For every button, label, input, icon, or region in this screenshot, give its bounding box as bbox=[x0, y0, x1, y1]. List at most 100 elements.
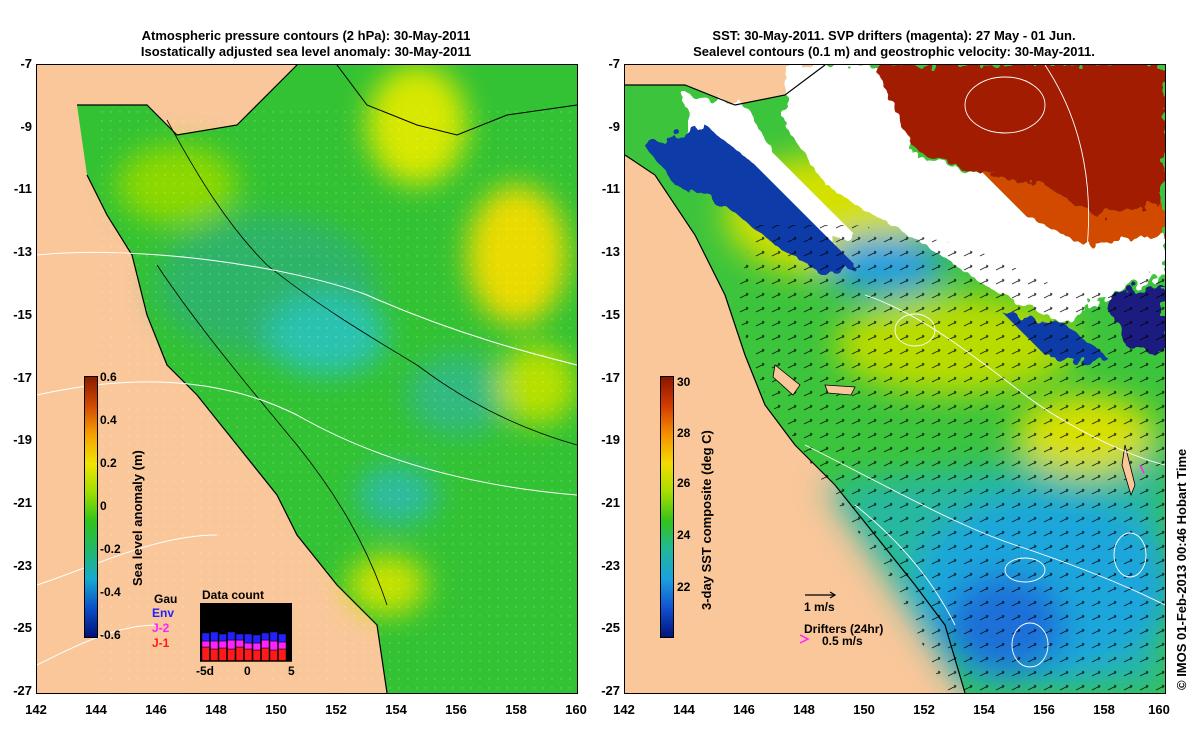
colorbar-tick: 0.2 bbox=[100, 456, 117, 470]
data-count-bar bbox=[235, 639, 244, 648]
data-count-bar bbox=[252, 642, 261, 651]
data-count-bar bbox=[218, 647, 227, 662]
left-title-line2: Isostatically adjusted sea level anomaly… bbox=[140, 44, 472, 59]
sst-map bbox=[625, 65, 1165, 693]
colorbar-tick: 30 bbox=[677, 375, 691, 389]
data-count-bar bbox=[269, 640, 278, 651]
legend-j1: J-1 bbox=[152, 636, 170, 650]
y-tick: -23 bbox=[601, 558, 620, 573]
velocity-scale-label: 1 m/s bbox=[804, 600, 835, 614]
y-tick: -17 bbox=[601, 370, 620, 385]
data-count-bar bbox=[210, 640, 219, 650]
data-count-x-label: -5d bbox=[196, 664, 214, 678]
y-tick: -9 bbox=[608, 119, 620, 134]
x-tick: 146 bbox=[145, 702, 167, 717]
x-tick: 154 bbox=[385, 702, 407, 717]
data-count-x-label: 0 bbox=[244, 664, 251, 678]
legend-env: Env bbox=[152, 606, 175, 620]
right-title-line1: SST: 30-May-2011. SVP drifters (magenta)… bbox=[712, 28, 1076, 43]
png-coast bbox=[336, 65, 577, 136]
y-tick: -7 bbox=[20, 56, 32, 71]
x-tick: 150 bbox=[265, 702, 287, 717]
colorbar-tick: 24 bbox=[677, 528, 691, 542]
data-count-bar bbox=[244, 642, 253, 650]
x-tick: 142 bbox=[613, 702, 635, 717]
data-count-bar bbox=[278, 633, 287, 643]
sea-level-colorbar-label: Sea level anomaly (m) bbox=[130, 450, 145, 586]
x-tick: 154 bbox=[973, 702, 995, 717]
data-count-bar bbox=[235, 633, 244, 641]
y-tick: -23 bbox=[13, 558, 32, 573]
y-tick: -27 bbox=[601, 683, 620, 698]
data-count-bar bbox=[261, 639, 270, 649]
y-tick: -19 bbox=[13, 432, 32, 447]
colorbar-tick: 22 bbox=[677, 580, 691, 594]
data-count-bar bbox=[278, 648, 287, 662]
sst-colorbar bbox=[660, 376, 674, 638]
drifters-speed-label: 0.5 m/s bbox=[822, 634, 863, 648]
y-tick: -21 bbox=[601, 495, 620, 510]
sea-level-anomaly-map bbox=[37, 65, 577, 693]
x-tick: 152 bbox=[325, 702, 347, 717]
x-tick: 144 bbox=[85, 702, 107, 717]
data-count-bar bbox=[218, 633, 227, 642]
x-tick: 142 bbox=[25, 702, 47, 717]
left-map bbox=[36, 64, 578, 694]
y-tick: -11 bbox=[601, 181, 620, 196]
right-map bbox=[624, 64, 1166, 694]
colorbar-tick: 0 bbox=[100, 499, 107, 513]
left-coastline bbox=[77, 65, 388, 693]
sea-level-colorbar bbox=[84, 376, 98, 638]
data-count-bar bbox=[227, 648, 236, 662]
data-count-bar bbox=[261, 647, 270, 662]
right-coastline bbox=[625, 65, 966, 693]
colorbar-tick: -0.2 bbox=[100, 542, 121, 556]
x-tick: 158 bbox=[505, 702, 527, 717]
y-tick: -25 bbox=[601, 620, 620, 635]
y-tick: -9 bbox=[20, 119, 32, 134]
x-tick: 156 bbox=[445, 702, 467, 717]
data-count-bar bbox=[269, 649, 278, 662]
y-tick: -15 bbox=[601, 307, 620, 322]
colorbar-tick: -0.6 bbox=[100, 628, 121, 642]
data-count-x-label: 5 bbox=[288, 664, 295, 678]
sst-colorbar-label: 3-day SST composite (deg C) bbox=[699, 430, 714, 610]
y-tick: -13 bbox=[13, 244, 32, 259]
drifters-label: Drifters (24hr) bbox=[804, 622, 884, 636]
data-count-bar bbox=[218, 640, 227, 649]
data-count-bar bbox=[201, 632, 210, 642]
data-count-bar bbox=[244, 648, 253, 662]
data-count-bar bbox=[252, 634, 261, 644]
x-tick: 152 bbox=[913, 702, 935, 717]
y-tick: -27 bbox=[13, 683, 32, 698]
y-tick: -7 bbox=[608, 56, 620, 71]
data-count-bar bbox=[244, 633, 253, 644]
data-count-bar bbox=[201, 646, 210, 662]
y-tick: -13 bbox=[601, 244, 620, 259]
y-tick: -17 bbox=[13, 370, 32, 385]
data-count-bar bbox=[210, 648, 219, 662]
colorbar-tick: 26 bbox=[677, 476, 691, 490]
x-tick: 150 bbox=[853, 702, 875, 717]
data-count-bar bbox=[235, 646, 244, 662]
x-tick: 158 bbox=[1093, 702, 1115, 717]
data-count-bar bbox=[210, 631, 219, 642]
x-tick: 160 bbox=[565, 702, 587, 717]
legend-gau: Gau bbox=[154, 592, 178, 606]
right-title-line2: Sealevel contours (0.1 m) and geostrophi… bbox=[693, 44, 1095, 59]
data-count-bar bbox=[261, 632, 270, 641]
data-count-bar bbox=[227, 631, 236, 641]
colorbar-tick: 28 bbox=[677, 426, 691, 440]
x-tick: 148 bbox=[793, 702, 815, 717]
data-count-bars bbox=[200, 603, 292, 662]
imos-credit: © IMOS 01-Feb-2013 00:46 Hobart Time bbox=[1174, 448, 1189, 690]
x-tick: 148 bbox=[205, 702, 227, 717]
data-count-bar bbox=[227, 639, 236, 650]
drifter-scale-arrow bbox=[799, 634, 810, 644]
y-tick: -25 bbox=[13, 620, 32, 635]
y-tick: -21 bbox=[13, 495, 32, 510]
colorbar-tick: 0.6 bbox=[100, 370, 117, 384]
y-tick: -11 bbox=[13, 181, 32, 196]
colorbar-tick: -0.4 bbox=[100, 585, 121, 599]
data-count-bar bbox=[201, 640, 210, 648]
